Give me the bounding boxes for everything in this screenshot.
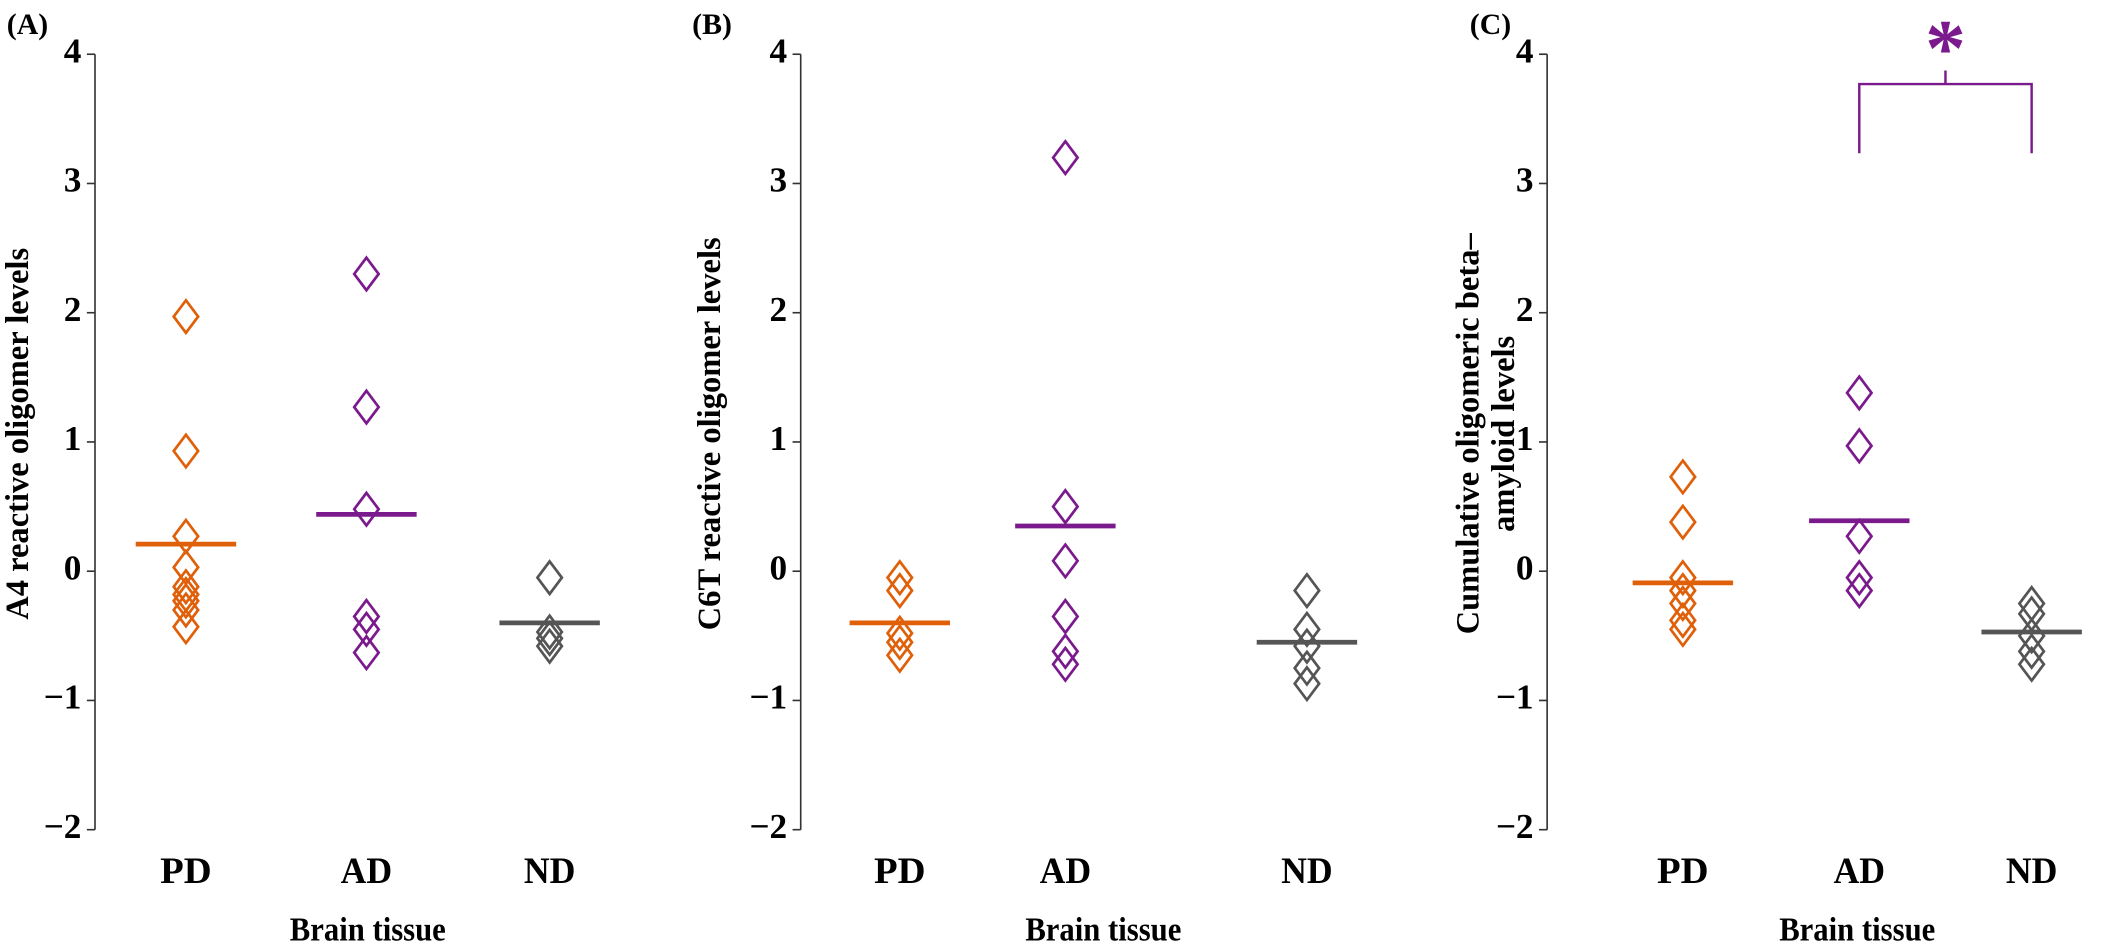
y-axis-label: C6T reactive oligomer levels [692,237,728,630]
y-tick-label: 4 [1516,31,1534,70]
y-tick-label: −1 [44,678,82,717]
y-tick-label: 2 [64,290,82,329]
y-tick-label: −1 [1496,678,1534,717]
y-tick-label: 3 [64,161,82,200]
data-point [535,627,564,665]
data-point [172,298,200,336]
data-point [1051,488,1080,526]
data-point [1051,139,1080,177]
y-tick-label: 0 [770,548,788,587]
data-point [352,610,381,648]
y-tick-label: 4 [770,31,788,70]
data-point [352,634,381,672]
significance-bracket [1858,70,2033,154]
x-tick-label: ND [1281,850,1333,891]
y-tick-label: 0 [1516,548,1534,587]
panel-label: (C) [1470,8,1511,41]
data-point [1051,597,1080,635]
data-point [172,591,200,629]
y-tick-label: 1 [64,419,82,458]
x-tick-label: PD [1657,850,1709,891]
x-tick-label: AD [1833,850,1885,891]
data-point [352,490,381,528]
data-point [352,388,381,426]
data-point [535,559,564,597]
x-axis-label: Brain tissue [1025,912,1181,949]
data-point [172,517,200,555]
data-point [1845,572,1874,610]
y-tick-label: 3 [1516,161,1534,200]
data-point [1845,374,1874,412]
data-point [885,623,914,661]
y-axis-label: Cumulative oligomeric beta– [1451,233,1487,635]
data-point [1051,632,1080,670]
panel-label: (A) [7,8,48,41]
data-point [2017,645,2046,683]
y-tick-label: −2 [44,807,82,846]
x-tick-label: ND [2006,850,2058,891]
y-axis-label: amyloid levels [1486,336,1522,532]
y-tick-label: 2 [1516,290,1534,329]
data-point [172,568,200,606]
x-axis-label: Brain tissue [290,912,446,949]
data-point [1051,645,1080,683]
data-point [1051,542,1080,580]
data-point [352,597,381,635]
data-point [885,559,914,597]
data-point [2017,595,2046,633]
x-tick-label: PD [160,850,212,891]
data-point [172,608,200,646]
data-point [2017,632,2046,670]
y-tick-label: 1 [1516,419,1534,458]
y-tick-label: 4 [64,31,82,70]
data-point [1668,458,1697,496]
panel-label: (B) [692,8,732,41]
data-point [535,613,564,651]
data-point [1668,503,1697,541]
y-tick-label: 2 [770,290,788,329]
x-axis-label: Brain tissue [1779,912,1935,949]
x-tick-label: AD [1040,850,1092,891]
data-point [1845,559,1874,597]
y-tick-label: −1 [749,678,787,717]
data-point [1668,584,1697,623]
y-tick-label: 0 [64,548,82,587]
data-point [1668,610,1697,648]
y-tick-label: 1 [770,419,788,458]
data-point [2017,584,2046,623]
data-point [885,636,914,674]
data-point [1668,601,1697,639]
y-axis-label: A4 reactive oligomer levels [0,248,36,620]
y-tick-label: 3 [770,161,788,200]
data-point [172,582,200,620]
data-point [1293,665,1321,703]
data-point [1845,427,1874,465]
data-point [1293,572,1321,610]
significance-marker: * [1925,3,1966,94]
y-tick-label: −2 [749,807,787,846]
data-point [1293,649,1321,687]
x-tick-label: AD [341,850,393,891]
data-point [885,614,914,652]
y-tick-label: −2 [1496,807,1534,846]
data-point [1293,610,1321,648]
x-tick-label: PD [874,850,926,891]
data-point [1668,559,1697,597]
data-point [172,432,200,470]
data-point [352,255,381,293]
data-point [885,572,914,610]
x-tick-label: ND [524,850,576,891]
data-point [1845,517,1874,555]
data-point [535,619,564,657]
